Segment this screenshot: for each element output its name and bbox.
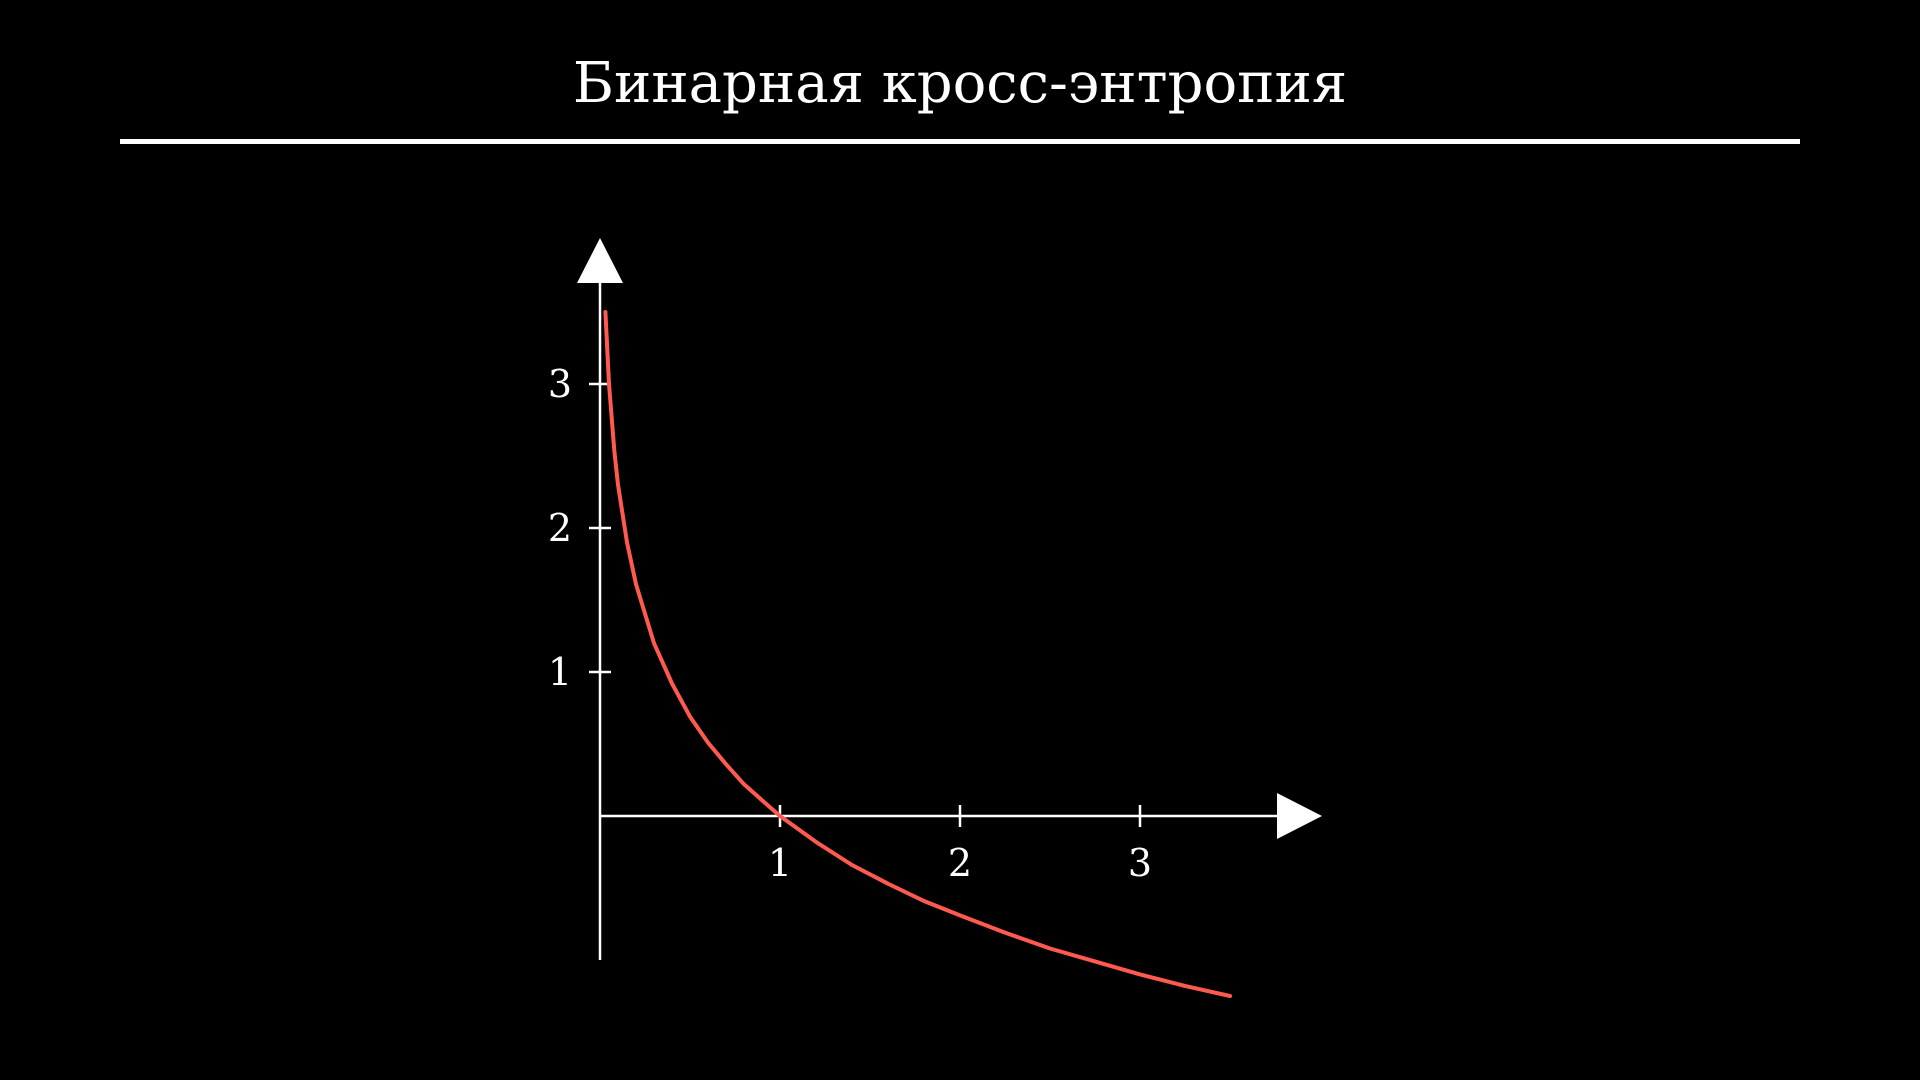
y-axis-arrow-icon: [577, 238, 623, 283]
series-layer: [603, 310, 1232, 998]
x-tick-label-2: 2: [948, 841, 972, 885]
x-axis-arrow-icon: [1277, 793, 1322, 839]
x-tick-label-1: 1: [768, 841, 792, 885]
x-tick-label-3: 3: [1128, 841, 1152, 885]
title-rule: [120, 139, 1800, 144]
series-line-0: [603, 310, 1232, 998]
y-tick-label-3: 3: [548, 362, 572, 406]
ticks: 1 2 3 1 2 3: [548, 362, 1152, 885]
y-tick-label-1: 1: [548, 650, 572, 694]
slide-title: Бинарная кросс-энтропия: [572, 51, 1348, 116]
y-tick-label-2: 2: [548, 506, 572, 550]
axes: [577, 238, 1322, 960]
